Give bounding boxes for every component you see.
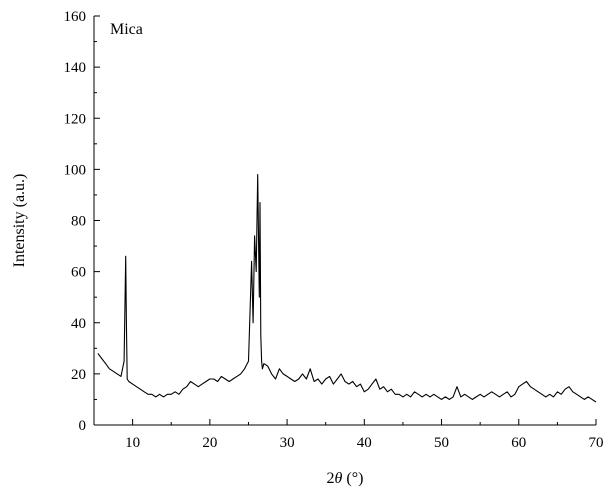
y-tick-label: 120 (64, 111, 87, 127)
x-tick-label: 60 (511, 435, 526, 451)
series-line-mica (97, 173, 597, 403)
x-tick-label: 30 (280, 435, 295, 451)
x-axis-title-prefix: 2 (327, 470, 335, 487)
sample-label: Mica (110, 21, 143, 38)
y-axis-title: Intensity (a.u.) (11, 174, 28, 268)
x-tick-label: 20 (202, 435, 217, 451)
x-tick-label: 40 (357, 435, 372, 451)
x-tick-label: 50 (434, 435, 449, 451)
y-tick-label: 160 (64, 9, 87, 25)
x-axis-title-unit: (°) (342, 470, 363, 487)
y-tick-label: 60 (71, 265, 86, 281)
x-axis-title-theta: θ (335, 470, 343, 487)
x-axis-title: 2θ (°) (327, 470, 364, 487)
x-ticks: 10 20 30 40 50 60 70 (125, 419, 604, 451)
y-tick-label: 80 (71, 214, 86, 230)
y-tick-label: 100 (64, 162, 87, 178)
y-tick-label: 0 (79, 418, 87, 434)
x-tick-label: 70 (589, 435, 604, 451)
x-tick-label: 10 (125, 435, 140, 451)
axes (93, 16, 596, 426)
y-tick-label: 140 (64, 60, 87, 76)
y-tick-label: 40 (71, 316, 86, 332)
y-tick-label: 20 (71, 367, 86, 383)
y-ticks: 0 20 40 60 80 100 120 140 160 (64, 9, 100, 434)
